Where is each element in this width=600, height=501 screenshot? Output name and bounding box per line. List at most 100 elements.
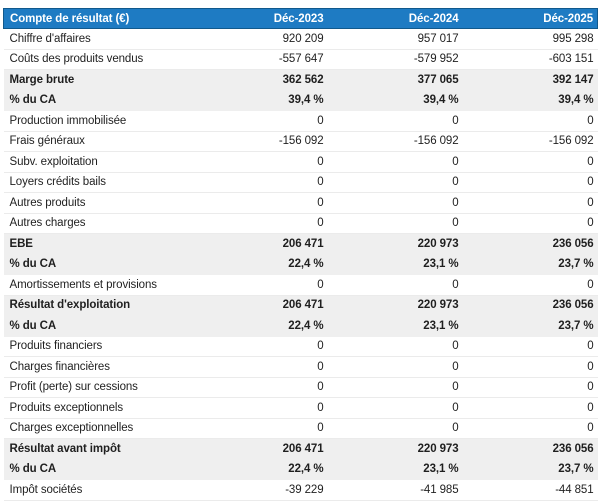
row-value: -44 851 bbox=[462, 479, 598, 501]
row-value: 23,7 % bbox=[462, 254, 598, 275]
column-header-account: Compte de résultat (€) bbox=[3, 8, 193, 29]
table-row: % du CA 22,4 % 23,1 % 23,7 % bbox=[3, 315, 598, 337]
row-label: Loyers crédits bails bbox=[3, 172, 193, 193]
row-label: % du CA bbox=[3, 459, 193, 480]
row-value: 0 bbox=[462, 377, 598, 398]
row-value: 23,7 % bbox=[462, 459, 598, 480]
row-value: 0 bbox=[192, 213, 328, 234]
row-value: -579 952 bbox=[327, 49, 463, 70]
row-value: 0 bbox=[462, 151, 598, 173]
table-row: Profit (perte) sur cessions 0 0 0 bbox=[3, 377, 598, 398]
row-value: 0 bbox=[462, 336, 598, 357]
table-row: Autres produits 0 0 0 bbox=[3, 192, 598, 214]
row-label: Résultat d'exploitation bbox=[3, 295, 193, 316]
table-row: Amortissements et provisions 0 0 0 bbox=[3, 274, 598, 296]
row-value: 236 056 bbox=[462, 233, 598, 255]
row-label: Produits financiers bbox=[3, 336, 193, 357]
table-row: Chiffre d'affaires 920 209 957 017 995 298 bbox=[3, 28, 598, 50]
row-value: 0 bbox=[462, 274, 598, 296]
row-label: Coûts des produits vendus bbox=[3, 49, 193, 70]
row-value: 362 562 bbox=[192, 69, 328, 91]
column-header-dec-2024: Déc-2024 bbox=[327, 8, 463, 29]
header-row: Compte de résultat (€) Déc-2023 Déc-2024… bbox=[3, 8, 598, 29]
row-value: 39,4 % bbox=[327, 90, 463, 111]
row-value: 0 bbox=[192, 397, 328, 419]
row-label: Production immobilisée bbox=[3, 110, 193, 132]
row-value: 0 bbox=[327, 172, 463, 193]
table-row: Subv. exploitation 0 0 0 bbox=[3, 151, 598, 173]
table-body: Chiffre d'affaires 920 209 957 017 995 298 C… bbox=[3, 28, 598, 501]
row-value: 995 298 bbox=[462, 28, 598, 50]
row-label: Marge brute bbox=[3, 69, 193, 91]
row-value: 206 471 bbox=[192, 233, 328, 255]
table-row: Résultat avant impôt 206 471 220 973 236 05… bbox=[3, 438, 598, 460]
row-value: 0 bbox=[192, 192, 328, 214]
row-value: 236 056 bbox=[462, 438, 598, 460]
row-value: 23,1 % bbox=[327, 254, 463, 275]
row-value: 220 973 bbox=[327, 438, 463, 460]
row-value: 236 056 bbox=[462, 295, 598, 316]
table-row: Production immobilisée 0 0 0 bbox=[3, 110, 598, 132]
row-value: 22,4 % bbox=[192, 254, 328, 275]
table-row: Charges exceptionnelles 0 0 0 bbox=[3, 418, 598, 439]
row-label: Profit (perte) sur cessions bbox=[3, 377, 193, 398]
column-header-dec-2025: Déc-2025 bbox=[462, 8, 598, 29]
table-row: Loyers crédits bails 0 0 0 bbox=[3, 172, 598, 193]
row-value: 39,4 % bbox=[192, 90, 328, 111]
row-value: 920 209 bbox=[192, 28, 328, 50]
row-value: 220 973 bbox=[327, 233, 463, 255]
row-label: % du CA bbox=[3, 315, 193, 337]
row-value: 0 bbox=[462, 356, 598, 378]
row-value: -41 985 bbox=[327, 479, 463, 501]
table-row: Frais généraux -156 092 -156 092 -156 092 bbox=[3, 131, 598, 152]
row-label: % du CA bbox=[3, 90, 193, 111]
row-value: 0 bbox=[192, 110, 328, 132]
row-value: 0 bbox=[327, 110, 463, 132]
row-value: 0 bbox=[192, 274, 328, 296]
income-statement-table: Compte de résultat (€) Déc-2023 Déc-2024… bbox=[3, 8, 598, 501]
row-value: -156 092 bbox=[192, 131, 328, 152]
row-label: Résultat avant impôt bbox=[3, 438, 193, 460]
row-value: 957 017 bbox=[327, 28, 463, 50]
row-label: Produits exceptionnels bbox=[3, 397, 193, 419]
row-value: 220 973 bbox=[327, 295, 463, 316]
row-value: 206 471 bbox=[192, 295, 328, 316]
row-value: 22,4 % bbox=[192, 459, 328, 480]
row-label: Charges exceptionnelles bbox=[3, 418, 193, 439]
row-value: -156 092 bbox=[462, 131, 598, 152]
table-row: Produits exceptionnels 0 0 0 bbox=[3, 397, 598, 419]
table-row: % du CA 22,4 % 23,1 % 23,7 % bbox=[3, 254, 598, 275]
row-value: 0 bbox=[462, 397, 598, 419]
row-value: 0 bbox=[192, 151, 328, 173]
table-row: Résultat d'exploitation 206 471 220 973 236… bbox=[3, 295, 598, 316]
row-value: 39,4 % bbox=[462, 90, 598, 111]
row-value: 0 bbox=[192, 356, 328, 378]
table-row: Produits financiers 0 0 0 bbox=[3, 336, 598, 357]
row-value: 0 bbox=[462, 213, 598, 234]
row-value: 0 bbox=[327, 356, 463, 378]
row-label: % du CA bbox=[3, 254, 193, 275]
row-value: 23,1 % bbox=[327, 459, 463, 480]
row-label: Chiffre d'affaires bbox=[3, 28, 193, 50]
row-value: 0 bbox=[462, 110, 598, 132]
row-value: 0 bbox=[192, 377, 328, 398]
row-label: Amortissements et provisions bbox=[3, 274, 193, 296]
table-row: Coûts des produits vendus -557 647 -579 95… bbox=[3, 49, 598, 70]
column-header-dec-2023: Déc-2023 bbox=[192, 8, 328, 29]
row-value: 206 471 bbox=[192, 438, 328, 460]
row-value: 0 bbox=[327, 151, 463, 173]
row-label: Frais généraux bbox=[3, 131, 193, 152]
table-row: Impôt sociétés -39 229 -41 985 -44 851 bbox=[3, 479, 598, 501]
row-value: -156 092 bbox=[327, 131, 463, 152]
row-value: 0 bbox=[327, 418, 463, 439]
row-label: Impôt sociétés bbox=[3, 479, 193, 501]
table-row: Autres charges 0 0 0 bbox=[3, 213, 598, 234]
row-value: 0 bbox=[327, 274, 463, 296]
table-row: % du CA 22,4 % 23,1 % 23,7 % bbox=[3, 459, 598, 480]
row-label: Subv. exploitation bbox=[3, 151, 193, 173]
row-value: 0 bbox=[462, 172, 598, 193]
row-value: 23,7 % bbox=[462, 315, 598, 337]
row-label: Charges financières bbox=[3, 356, 193, 378]
row-value: 0 bbox=[192, 336, 328, 357]
